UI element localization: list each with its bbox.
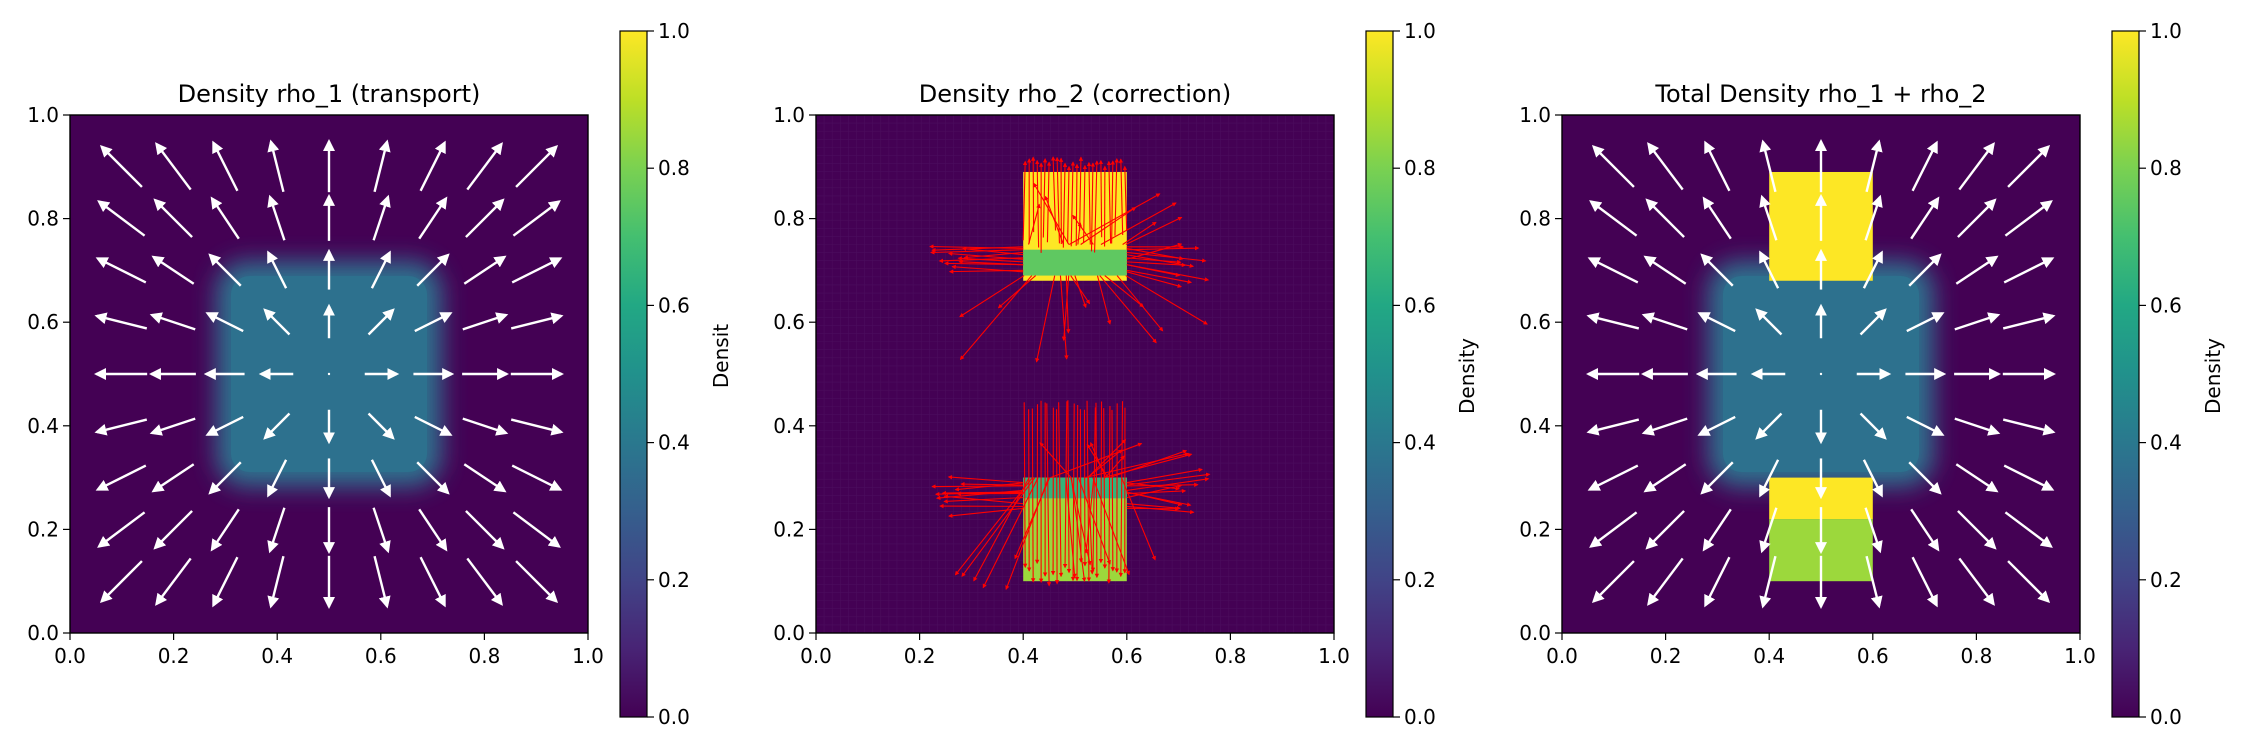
x-tick-label: 0.6	[365, 644, 397, 668]
colorbar-tick-label: 0.0	[2150, 705, 2182, 729]
colorbar-tick-label: 0.4	[2150, 431, 2182, 455]
x-tick-label: 0.2	[158, 644, 190, 668]
quiver-field	[1588, 141, 2053, 606]
y-tick-label: 1.0	[27, 103, 59, 127]
density-region	[1023, 250, 1127, 276]
colorbar-tick-label: 0.2	[2150, 568, 2182, 592]
panel-total: Total Density rho_1 + rho_2 0.0 0.2 0.4 0.6…	[1519, 19, 2225, 729]
y-tick-label: 0.2	[27, 517, 59, 541]
y-tick-label: 1.0	[1519, 103, 1551, 127]
x-tick-label: 0.4	[1007, 644, 1039, 668]
colorbar-tick-label: 0.6	[1404, 293, 1436, 317]
colorbar: 0.0 0.2 0.4 0.6 0.8 1.0	[2112, 19, 2182, 729]
y-tick-label: 0.2	[1519, 517, 1551, 541]
y-tick-label: 0.8	[1519, 207, 1551, 231]
x-tick-label: 0.8	[1214, 644, 1246, 668]
colorbar-tick-label: 1.0	[1404, 19, 1436, 43]
colorbar-tick-label: 1.0	[658, 19, 690, 43]
quiver-arrow	[932, 486, 1023, 487]
x-tick-label: 0.8	[468, 644, 500, 668]
y-tick-label: 0.6	[27, 310, 59, 334]
y-tick-label: 0.6	[1519, 310, 1551, 334]
colorbar-tick-label: 0.6	[2150, 293, 2182, 317]
x-tick-label: 1.0	[2064, 644, 2096, 668]
y-tick-label: 0.0	[773, 621, 805, 645]
quiver-field	[96, 141, 561, 606]
colorbar-tick-label: 0.0	[1404, 705, 1436, 729]
y-tick-label: 1.0	[773, 103, 805, 127]
y-tick-label: 0.0	[1519, 621, 1551, 645]
quiver-arrow	[1029, 409, 1030, 571]
quiver-arrow	[1077, 405, 1078, 580]
y-tick-label: 0.8	[27, 207, 59, 231]
x-tick-label: 0.0	[54, 644, 86, 668]
x-tick-label: 0.0	[1546, 644, 1578, 668]
quiver-arrow	[1101, 161, 1102, 238]
y-tick-label: 0.4	[27, 414, 59, 438]
x-tick-label: 0.2	[1650, 644, 1682, 668]
colorbar-tick-label: 0.8	[658, 156, 690, 180]
colorbar-tick-label: 0.0	[658, 705, 690, 729]
colorbar-gradient	[2112, 31, 2139, 717]
x-tick-label: 0.6	[1111, 644, 1143, 668]
y-tick-label: 0.8	[773, 207, 805, 231]
colorbar-label: Densit	[709, 324, 733, 388]
quiver-arrow	[328, 373, 330, 375]
plot-area	[70, 115, 588, 633]
x-tick-label: 0.8	[1960, 644, 1992, 668]
colorbar-gradient	[1366, 31, 1393, 717]
panel-title: Density rho_1 (transport)	[178, 80, 481, 108]
panel-title: Total Density rho_1 + rho_2	[1654, 80, 1986, 108]
panel-title: Density rho_2 (correction)	[919, 80, 1231, 108]
x-tick-label: 1.0	[572, 644, 604, 668]
plot-area	[1562, 115, 2080, 633]
x-tick-label: 1.0	[1318, 644, 1350, 668]
y-tick-label: 0.4	[1519, 414, 1551, 438]
colorbar-gradient	[620, 31, 647, 717]
plot-area	[816, 115, 1334, 633]
y-tick-label: 0.4	[773, 414, 805, 438]
colorbar-tick-label: 0.4	[658, 431, 690, 455]
colorbar: 0.0 0.2 0.4 0.6 0.8 1.0	[620, 19, 690, 729]
y-tick-label: 0.6	[773, 310, 805, 334]
x-tick-label: 0.2	[904, 644, 936, 668]
quiver-arrow	[1820, 373, 1822, 375]
colorbar-tick-label: 0.8	[2150, 156, 2182, 180]
quiver-arrow	[1076, 164, 1077, 245]
colorbar-tick-label: 1.0	[2150, 19, 2182, 43]
colorbar-tick-label: 0.8	[1404, 156, 1436, 180]
x-tick-label: 0.6	[1857, 644, 1889, 668]
colorbar-tick-label: 0.2	[1404, 568, 1436, 592]
colorbar-label: Density	[1455, 338, 1479, 414]
colorbar-label: Density	[2201, 338, 2225, 414]
x-tick-label: 0.4	[1753, 644, 1785, 668]
colorbar-tick-label: 0.4	[1404, 431, 1436, 455]
colorbar: 0.0 0.2 0.4 0.6 0.8 1.0	[1366, 19, 1436, 729]
y-tick-label: 0.0	[27, 621, 59, 645]
colorbar-tick-label: 0.6	[658, 293, 690, 317]
x-tick-label: 0.0	[800, 644, 832, 668]
x-tick-label: 0.4	[261, 644, 293, 668]
y-tick-label: 0.2	[773, 517, 805, 541]
colorbar-tick-label: 0.2	[658, 568, 690, 592]
